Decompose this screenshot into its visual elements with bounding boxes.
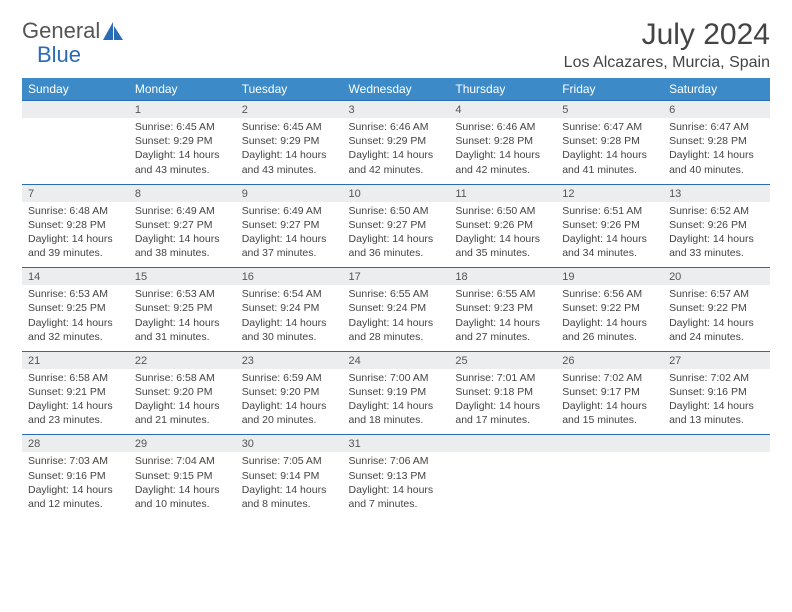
daynum-row: 14151617181920	[22, 268, 770, 286]
header: General July 2024 Los Alcazares, Murcia,…	[22, 18, 770, 72]
daynum-row: 123456	[22, 101, 770, 119]
weekday-header: Monday	[129, 78, 236, 101]
day-details: Sunrise: 6:48 AM Sunset: 9:28 PM Dayligh…	[22, 202, 129, 268]
calendar-table: Sunday Monday Tuesday Wednesday Thursday…	[22, 78, 770, 518]
day-number: 7	[22, 184, 129, 202]
weekday-header: Tuesday	[236, 78, 343, 101]
day-number	[449, 435, 556, 453]
day-number: 21	[22, 351, 129, 369]
day-number: 23	[236, 351, 343, 369]
day-details: Sunrise: 6:50 AM Sunset: 9:27 PM Dayligh…	[343, 202, 450, 268]
day-number: 1	[129, 101, 236, 119]
day-details: Sunrise: 6:47 AM Sunset: 9:28 PM Dayligh…	[556, 118, 663, 184]
detail-row: Sunrise: 6:45 AM Sunset: 9:29 PM Dayligh…	[22, 118, 770, 184]
day-details	[663, 452, 770, 518]
day-number: 24	[343, 351, 450, 369]
day-details: Sunrise: 6:55 AM Sunset: 9:24 PM Dayligh…	[343, 285, 450, 351]
day-number: 13	[663, 184, 770, 202]
day-details: Sunrise: 7:06 AM Sunset: 9:13 PM Dayligh…	[343, 452, 450, 518]
day-number: 10	[343, 184, 450, 202]
detail-row: Sunrise: 6:58 AM Sunset: 9:21 PM Dayligh…	[22, 369, 770, 435]
day-number: 29	[129, 435, 236, 453]
day-details: Sunrise: 6:53 AM Sunset: 9:25 PM Dayligh…	[129, 285, 236, 351]
day-details: Sunrise: 6:58 AM Sunset: 9:21 PM Dayligh…	[22, 369, 129, 435]
logo: General	[22, 18, 126, 44]
day-number	[663, 435, 770, 453]
location: Los Alcazares, Murcia, Spain	[564, 54, 770, 72]
day-number: 15	[129, 268, 236, 286]
day-details: Sunrise: 6:54 AM Sunset: 9:24 PM Dayligh…	[236, 285, 343, 351]
weekday-header: Wednesday	[343, 78, 450, 101]
weekday-header-row: Sunday Monday Tuesday Wednesday Thursday…	[22, 78, 770, 101]
detail-row: Sunrise: 6:48 AM Sunset: 9:28 PM Dayligh…	[22, 202, 770, 268]
detail-row: Sunrise: 7:03 AM Sunset: 9:16 PM Dayligh…	[22, 452, 770, 518]
day-number: 28	[22, 435, 129, 453]
day-details: Sunrise: 7:02 AM Sunset: 9:17 PM Dayligh…	[556, 369, 663, 435]
day-details: Sunrise: 6:46 AM Sunset: 9:28 PM Dayligh…	[449, 118, 556, 184]
day-number: 17	[343, 268, 450, 286]
day-number: 11	[449, 184, 556, 202]
day-number: 16	[236, 268, 343, 286]
day-details: Sunrise: 6:57 AM Sunset: 9:22 PM Dayligh…	[663, 285, 770, 351]
weekday-header: Sunday	[22, 78, 129, 101]
day-details	[22, 118, 129, 184]
day-number: 18	[449, 268, 556, 286]
day-details: Sunrise: 6:52 AM Sunset: 9:26 PM Dayligh…	[663, 202, 770, 268]
day-details: Sunrise: 6:50 AM Sunset: 9:26 PM Dayligh…	[449, 202, 556, 268]
day-number: 12	[556, 184, 663, 202]
day-number: 3	[343, 101, 450, 119]
day-number: 14	[22, 268, 129, 286]
detail-row: Sunrise: 6:53 AM Sunset: 9:25 PM Dayligh…	[22, 285, 770, 351]
day-details: Sunrise: 6:47 AM Sunset: 9:28 PM Dayligh…	[663, 118, 770, 184]
day-details: Sunrise: 7:05 AM Sunset: 9:14 PM Dayligh…	[236, 452, 343, 518]
day-details: Sunrise: 6:45 AM Sunset: 9:29 PM Dayligh…	[129, 118, 236, 184]
weekday-header: Saturday	[663, 78, 770, 101]
month-title: July 2024	[564, 18, 770, 52]
day-details: Sunrise: 6:45 AM Sunset: 9:29 PM Dayligh…	[236, 118, 343, 184]
day-number: 8	[129, 184, 236, 202]
day-details	[449, 452, 556, 518]
title-block: July 2024 Los Alcazares, Murcia, Spain	[564, 18, 770, 72]
logo-sail-icon	[102, 21, 124, 41]
day-number: 20	[663, 268, 770, 286]
day-number: 25	[449, 351, 556, 369]
day-number: 9	[236, 184, 343, 202]
day-number: 26	[556, 351, 663, 369]
day-number: 5	[556, 101, 663, 119]
daynum-row: 28293031	[22, 435, 770, 453]
day-details: Sunrise: 7:01 AM Sunset: 9:18 PM Dayligh…	[449, 369, 556, 435]
day-details: Sunrise: 6:56 AM Sunset: 9:22 PM Dayligh…	[556, 285, 663, 351]
day-number: 31	[343, 435, 450, 453]
day-details: Sunrise: 7:00 AM Sunset: 9:19 PM Dayligh…	[343, 369, 450, 435]
day-number: 22	[129, 351, 236, 369]
day-number: 4	[449, 101, 556, 119]
day-number: 27	[663, 351, 770, 369]
day-details: Sunrise: 6:59 AM Sunset: 9:20 PM Dayligh…	[236, 369, 343, 435]
logo-text-blue: Blue	[37, 42, 81, 68]
logo-text-general: General	[22, 18, 100, 44]
day-details: Sunrise: 7:04 AM Sunset: 9:15 PM Dayligh…	[129, 452, 236, 518]
day-number: 2	[236, 101, 343, 119]
day-number: 6	[663, 101, 770, 119]
daynum-row: 78910111213	[22, 184, 770, 202]
day-details: Sunrise: 6:51 AM Sunset: 9:26 PM Dayligh…	[556, 202, 663, 268]
day-details: Sunrise: 7:02 AM Sunset: 9:16 PM Dayligh…	[663, 369, 770, 435]
day-details: Sunrise: 6:49 AM Sunset: 9:27 PM Dayligh…	[236, 202, 343, 268]
day-details: Sunrise: 6:46 AM Sunset: 9:29 PM Dayligh…	[343, 118, 450, 184]
daynum-row: 21222324252627	[22, 351, 770, 369]
day-details: Sunrise: 6:55 AM Sunset: 9:23 PM Dayligh…	[449, 285, 556, 351]
weekday-header: Thursday	[449, 78, 556, 101]
weekday-header: Friday	[556, 78, 663, 101]
day-details: Sunrise: 6:58 AM Sunset: 9:20 PM Dayligh…	[129, 369, 236, 435]
day-number: 30	[236, 435, 343, 453]
day-details: Sunrise: 7:03 AM Sunset: 9:16 PM Dayligh…	[22, 452, 129, 518]
day-number: 19	[556, 268, 663, 286]
day-details: Sunrise: 6:53 AM Sunset: 9:25 PM Dayligh…	[22, 285, 129, 351]
day-number	[556, 435, 663, 453]
day-details	[556, 452, 663, 518]
day-details: Sunrise: 6:49 AM Sunset: 9:27 PM Dayligh…	[129, 202, 236, 268]
day-number	[22, 101, 129, 119]
